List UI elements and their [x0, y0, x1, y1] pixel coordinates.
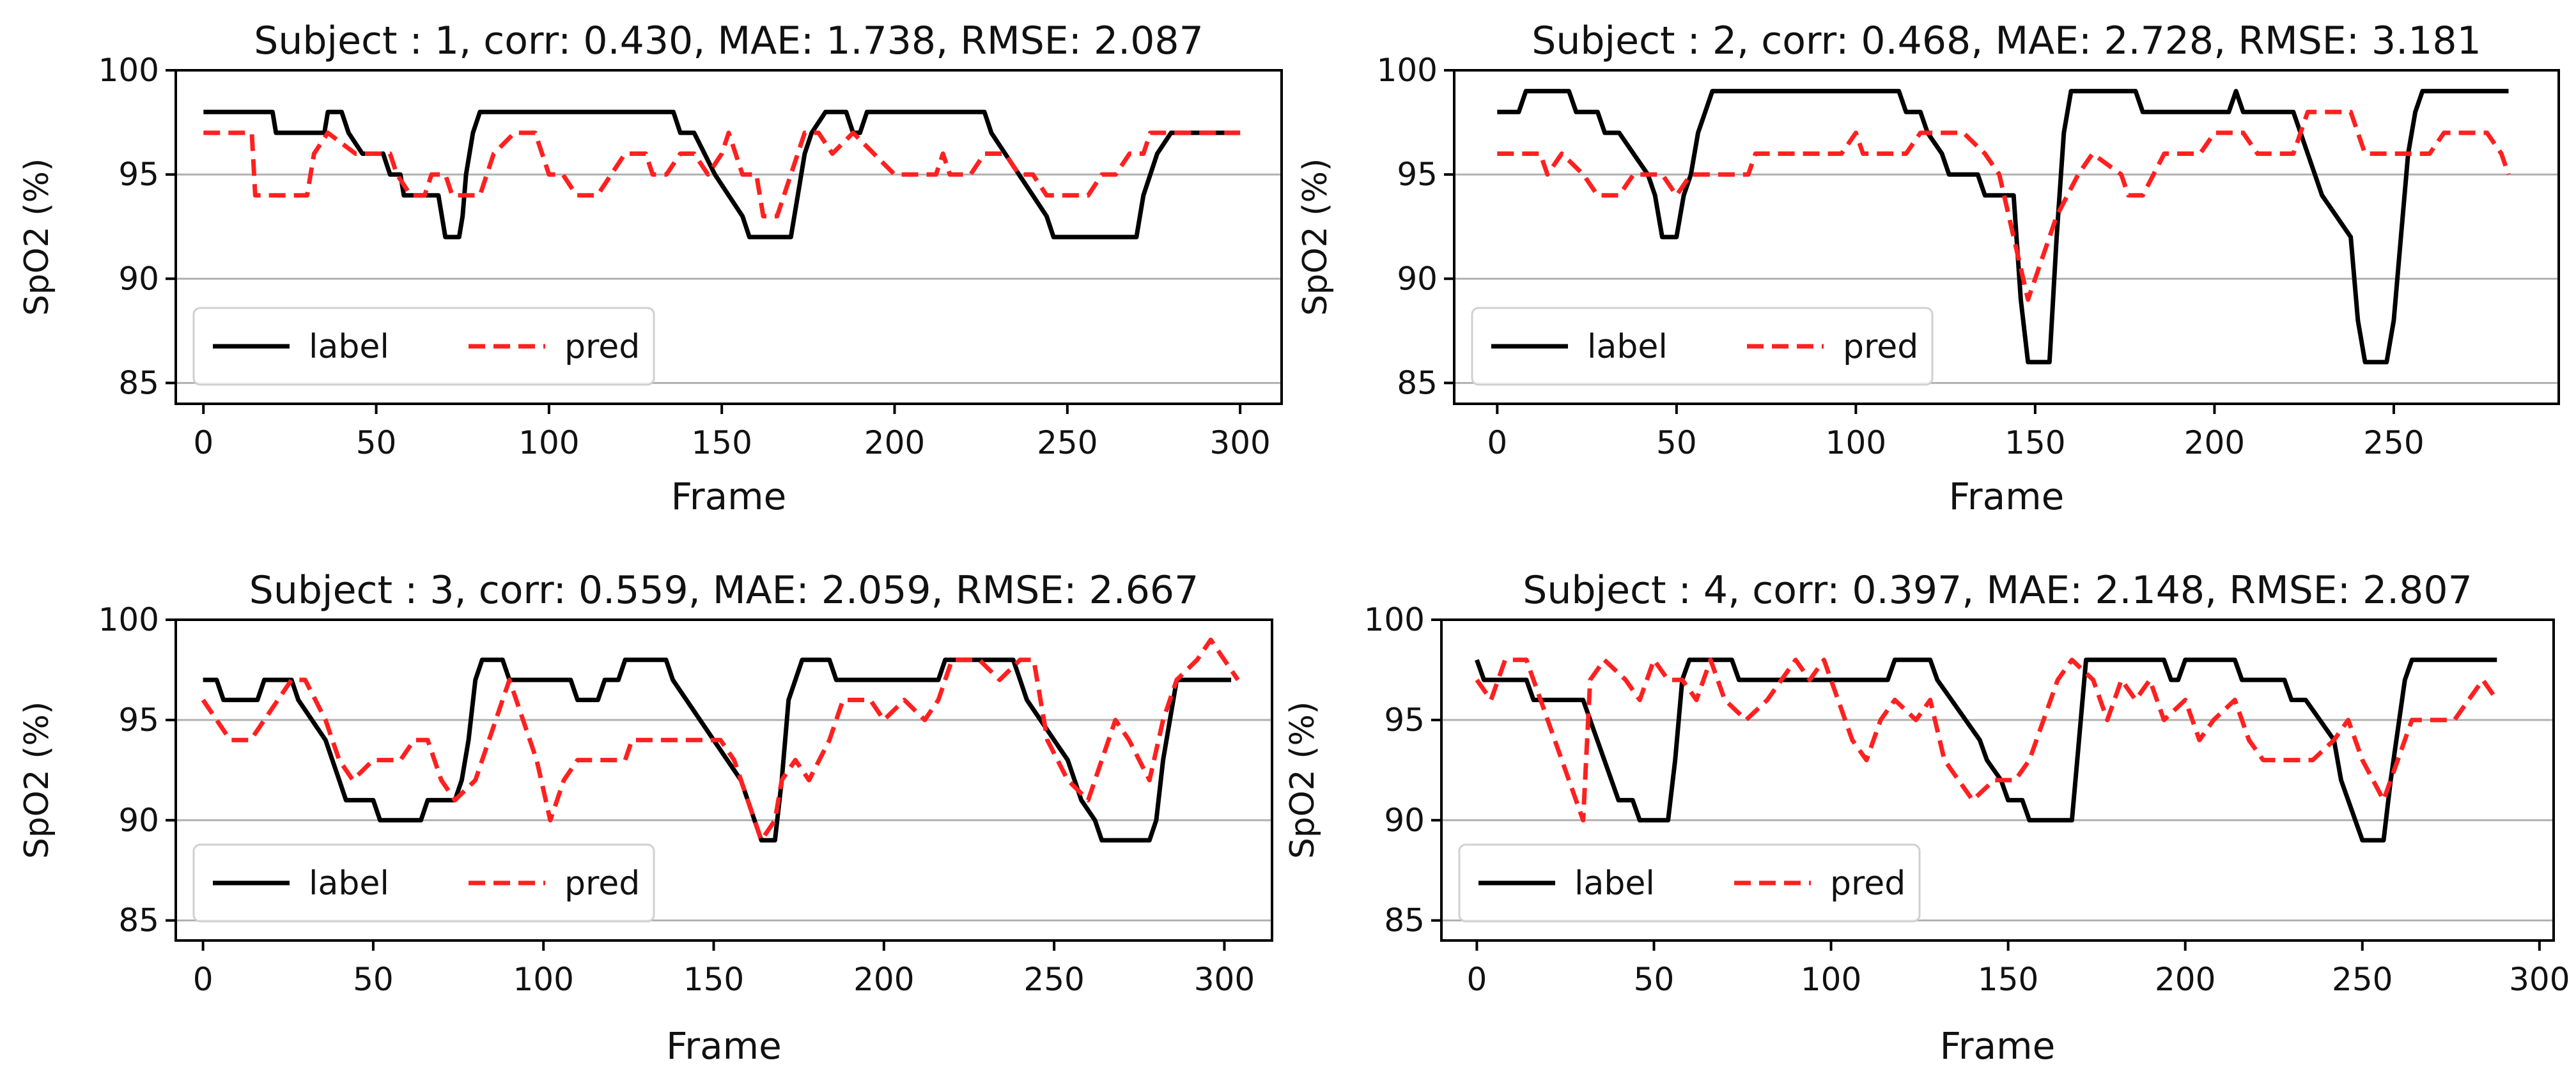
- legend: label pred: [1471, 307, 1934, 386]
- x-tick-label: 250: [2332, 961, 2393, 998]
- x-tick-label: 200: [2184, 424, 2245, 461]
- x-tick-label: 300: [1209, 424, 1270, 461]
- series-line-pred: [201, 637, 1240, 843]
- x-tick-label: 150: [2005, 424, 2065, 461]
- series-line-label: [1497, 89, 2509, 365]
- plot-frame: [1453, 69, 2560, 405]
- x-tick-label: 50: [356, 424, 397, 461]
- y-tick-label: 95: [1384, 702, 1425, 739]
- legend-label-pred: pred: [1830, 864, 1905, 903]
- y-tick-label: 95: [1397, 156, 1438, 193]
- y-tick-label: 100: [1377, 52, 1438, 89]
- series-line-label: [203, 657, 1232, 843]
- x-tick-label: 200: [853, 961, 914, 998]
- y-tick-label: 100: [1364, 601, 1425, 638]
- x-tick-label: 150: [691, 424, 752, 461]
- legend-label-pred: pred: [564, 328, 640, 366]
- x-tick-label: 100: [1826, 424, 1886, 461]
- y-tick-label: 85: [118, 902, 159, 939]
- y-tick-label: 95: [118, 156, 159, 193]
- legend: label pred: [192, 843, 655, 923]
- x-axis-label: Frame: [666, 1024, 782, 1068]
- series-line-pred: [1497, 109, 2511, 302]
- legend-label-label: label: [1574, 864, 1655, 903]
- chart-title: Subject : 4, corr: 0.397, MAE: 2.148, RM…: [1523, 568, 2472, 613]
- y-axis-label: SpO2 (%): [18, 158, 56, 316]
- x-tick-label: 100: [1801, 961, 1861, 998]
- series-line-pred: [1475, 657, 2499, 823]
- x-axis-label: Frame: [1949, 475, 2065, 518]
- y-tick-label: 90: [118, 260, 159, 297]
- legend: label pred: [192, 307, 655, 386]
- plot-frame: [175, 69, 1283, 405]
- x-tick-label: 200: [864, 424, 925, 461]
- legend-label-pred: pred: [564, 864, 640, 903]
- legend-box: [192, 307, 655, 386]
- x-tick-label: 50: [1656, 424, 1697, 461]
- chart-title: Subject : 3, corr: 0.559, MAE: 2.059, RM…: [249, 568, 1199, 613]
- x-tick-label: 300: [2509, 961, 2570, 998]
- x-tick-label: 200: [2155, 961, 2215, 998]
- chart-title: Subject : 1, corr: 0.430, MAE: 1.738, RM…: [254, 19, 1204, 63]
- y-tick-label: 85: [1384, 902, 1425, 939]
- chart-panel-4: 85 90 95 100 0 50 100 150 200 250 300 Subject : 4, …: [1284, 568, 2570, 1068]
- y-tick-label: 100: [98, 52, 159, 89]
- y-tick-label: 90: [1397, 260, 1438, 297]
- y-axis-label: SpO2 (%): [1284, 702, 1322, 859]
- chart-title: Subject : 2, corr: 0.468, MAE: 2.728, RM…: [1532, 19, 2481, 63]
- series-line-pred: [203, 130, 1241, 219]
- plot-frame: [1440, 618, 2555, 942]
- legend-box: [1458, 843, 1921, 923]
- x-axis-label: Frame: [1940, 1024, 2056, 1068]
- x-tick-label: 0: [1487, 424, 1507, 461]
- x-tick-label: 150: [683, 961, 744, 998]
- legend-box: [192, 843, 655, 923]
- x-tick-label: 50: [1634, 961, 1675, 998]
- y-axis-label: SpO2 (%): [1296, 158, 1335, 316]
- x-tick-label: 250: [1037, 424, 1098, 461]
- x-tick-label: 250: [1023, 961, 1084, 998]
- y-tick-label: 100: [98, 601, 159, 638]
- legend-label-pred: pred: [1843, 328, 1918, 366]
- x-tick-label: 0: [193, 424, 213, 461]
- plot-frame: [175, 618, 1273, 942]
- y-tick-label: 85: [118, 364, 159, 401]
- x-axis-label: Frame: [671, 475, 787, 518]
- x-tick-label: 300: [1194, 961, 1255, 998]
- x-tick-label: 50: [353, 961, 394, 998]
- series-line-label: [203, 109, 1241, 240]
- x-tick-label: 0: [1467, 961, 1487, 998]
- x-tick-label: 250: [2363, 424, 2424, 461]
- chart-panel-3: 85 90 95 100 0 50 100 150 200 250 300 Subject : 3, …: [18, 568, 1273, 1068]
- y-tick-label: 95: [118, 702, 159, 739]
- y-tick-label: 85: [1397, 364, 1438, 401]
- chart-panel-1: 85 90 95 100 0 50 100 150 200 250 300 Subject : 1, …: [18, 19, 1283, 518]
- legend-label-label: label: [309, 864, 389, 903]
- y-tick-label: 90: [118, 802, 159, 839]
- legend-box: [1471, 307, 1934, 386]
- legend: label pred: [1458, 843, 1921, 923]
- y-tick-label: 90: [1384, 802, 1425, 839]
- x-tick-label: 0: [193, 961, 213, 998]
- chart-panel-2: 85 90 95 100 0 50 100 150 200 250 Subject : 2, cor…: [1296, 19, 2560, 518]
- x-tick-label: 150: [1978, 961, 2038, 998]
- legend-label-label: label: [1587, 328, 1668, 366]
- y-axis-label: SpO2 (%): [18, 702, 56, 859]
- x-tick-label: 100: [513, 961, 573, 998]
- x-tick-label: 100: [518, 424, 579, 461]
- legend-label-label: label: [309, 328, 389, 366]
